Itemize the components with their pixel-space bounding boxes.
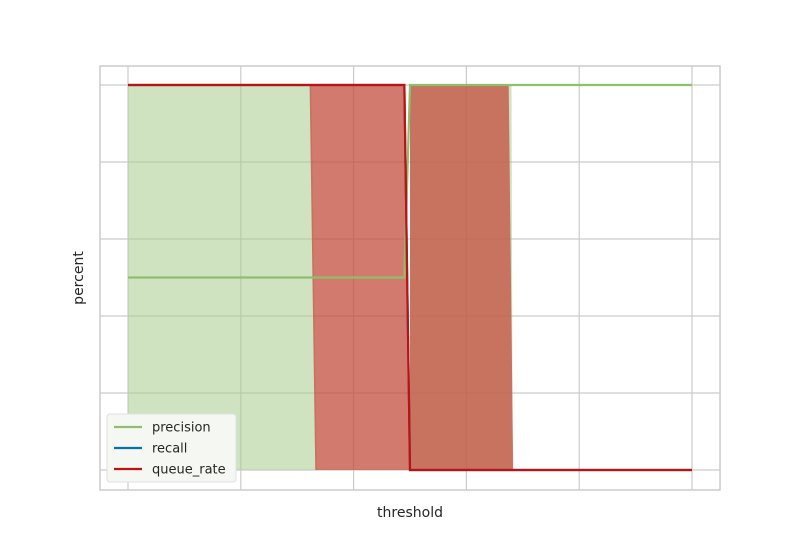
legend: precision recall queue_rate: [106, 413, 237, 483]
series-line-precision: [128, 83, 692, 279]
legend-label-precision: precision: [152, 421, 211, 436]
legend-label-recall: recall: [152, 442, 187, 457]
queue-rate-band: [410, 85, 514, 470]
y-axis-label: percent: [71, 251, 87, 305]
x-axis-label: threshold: [377, 505, 443, 521]
series-lines: [128, 83, 692, 472]
legend-label-queue-rate: queue_rate: [152, 463, 226, 478]
legend-box: [106, 413, 237, 483]
series-line-queue-rate: [128, 83, 692, 472]
